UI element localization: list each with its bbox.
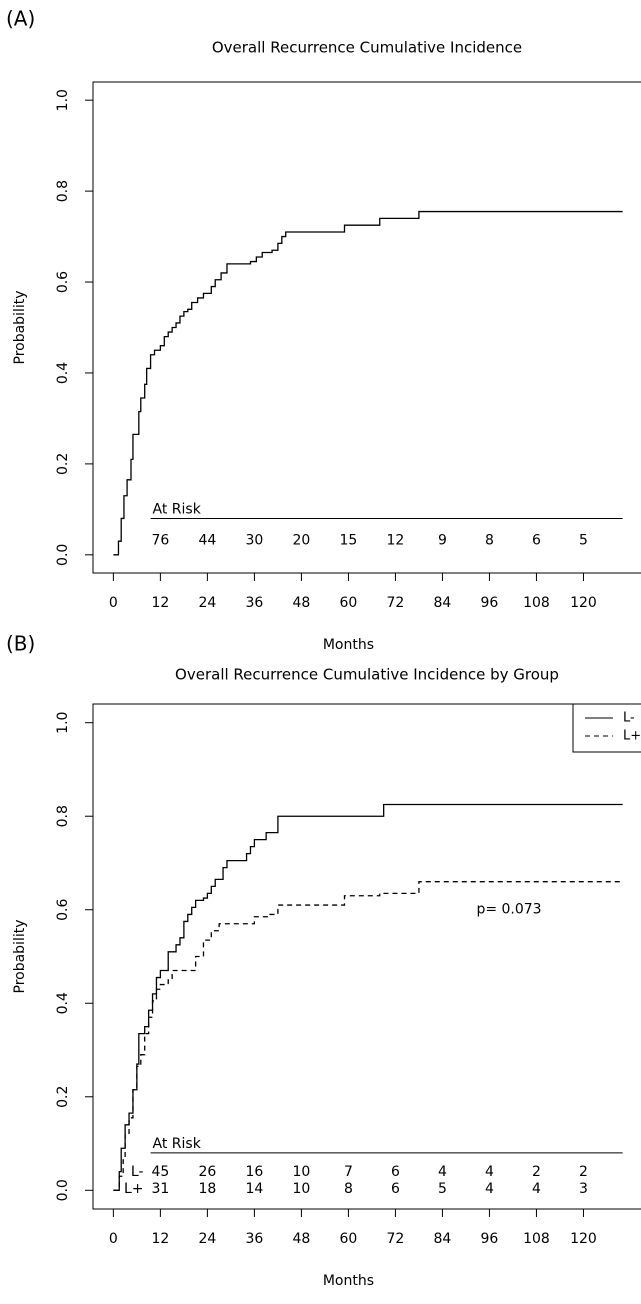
at-risk-count: 26	[198, 1164, 216, 1180]
x-tick-label: 108	[523, 595, 550, 611]
at-risk-count: 76	[151, 532, 169, 548]
y-tick-label: 0.8	[55, 805, 71, 827]
x-tick-label: 120	[570, 595, 597, 611]
legend-label: L-	[623, 711, 635, 726]
y-tick-label: 0.0	[55, 1179, 71, 1201]
x-tick-label: 72	[387, 595, 405, 611]
plot-box	[92, 703, 641, 1210]
at-risk-count: 4	[485, 1164, 494, 1180]
at-risk-count: 4	[438, 1164, 447, 1180]
x-axis-label: Months	[323, 1273, 374, 1289]
at-risk-count: 3	[579, 1181, 588, 1197]
at-risk-count: 18	[198, 1181, 216, 1197]
x-tick-label: 24	[198, 595, 216, 611]
y-axis-label: Probability	[12, 290, 28, 364]
chart-title: Overall Recurrence Cumulative Incidence	[212, 39, 522, 57]
x-tick-label: 0	[109, 595, 118, 611]
x-tick-label: 84	[434, 595, 452, 611]
x-tick-label: 48	[292, 595, 310, 611]
y-tick-label: 1.0	[55, 712, 71, 734]
at-risk-count: 6	[532, 532, 541, 548]
plot-box	[92, 81, 641, 574]
at-risk-count: 31	[151, 1181, 169, 1197]
at-risk-count: 20	[292, 532, 310, 548]
at-risk-count: 8	[344, 1181, 353, 1197]
at-risk-count: 4	[485, 1181, 494, 1197]
y-tick-label: 0.2	[55, 453, 71, 475]
x-tick-label: 108	[523, 1231, 550, 1247]
x-tick-label: 120	[570, 1231, 597, 1247]
at-risk-row-label: L-	[131, 1164, 144, 1180]
x-tick-label: 36	[245, 1231, 263, 1247]
annotation: p= 0.073	[476, 902, 541, 918]
x-tick-label: 96	[481, 595, 499, 611]
y-axis-label: Probability	[12, 919, 28, 993]
y-tick-label: 0.0	[55, 544, 71, 566]
at-risk-count: 2	[579, 1164, 588, 1180]
series-line	[113, 881, 623, 1191]
series-line	[113, 210, 623, 556]
at-risk-count: 12	[387, 532, 405, 548]
at-risk-count: 16	[245, 1164, 263, 1180]
at-risk-count: 5	[438, 1181, 447, 1197]
y-tick-label: 0.6	[55, 271, 71, 293]
series-line	[113, 803, 623, 1191]
x-tick-label: 60	[339, 595, 357, 611]
panel-label: (A)	[6, 7, 35, 31]
x-axis-label: Months	[323, 637, 374, 653]
y-tick-label: 0.4	[55, 362, 71, 384]
x-tick-label: 24	[198, 1231, 216, 1247]
at-risk-count: 10	[292, 1164, 310, 1180]
x-tick-label: 0	[109, 1231, 118, 1247]
panel-label: (B)	[6, 632, 35, 656]
at-risk-count: 2	[532, 1164, 541, 1180]
at-risk-count: 45	[151, 1164, 169, 1180]
legend-label: L+	[623, 729, 641, 744]
y-tick-label: 0.4	[55, 992, 71, 1014]
x-tick-label: 84	[434, 1231, 452, 1247]
at-risk-count: 44	[198, 532, 216, 548]
x-tick-label: 72	[387, 1231, 405, 1247]
legend-box	[572, 703, 641, 753]
at-risk-count: 30	[245, 532, 263, 548]
y-tick-label: 0.2	[55, 1086, 71, 1108]
chart-title: Overall Recurrence Cumulative Incidence …	[175, 666, 559, 684]
x-tick-label: 12	[151, 1231, 169, 1247]
at-risk-count: 6	[391, 1181, 400, 1197]
x-tick-label: 60	[339, 1231, 357, 1247]
at-risk-count: 5	[579, 532, 588, 548]
at-risk-count: 15	[339, 532, 357, 548]
at-risk-count: 6	[391, 1164, 400, 1180]
at-risk-title: At Risk	[153, 1136, 202, 1152]
at-risk-row-label: L+	[124, 1181, 144, 1197]
at-risk-title: At Risk	[153, 501, 202, 517]
at-risk-count: 8	[485, 532, 494, 548]
x-tick-label: 36	[245, 595, 263, 611]
at-risk-count: 14	[245, 1181, 263, 1197]
x-tick-label: 96	[481, 1231, 499, 1247]
at-risk-count: 4	[532, 1181, 541, 1197]
y-tick-label: 0.8	[55, 180, 71, 202]
y-tick-label: 0.6	[55, 899, 71, 921]
at-risk-count: 10	[292, 1181, 310, 1197]
x-tick-label: 48	[292, 1231, 310, 1247]
at-risk-count: 7	[344, 1164, 353, 1180]
at-risk-count: 9	[438, 532, 447, 548]
y-tick-label: 1.0	[55, 89, 71, 111]
x-tick-label: 12	[151, 595, 169, 611]
